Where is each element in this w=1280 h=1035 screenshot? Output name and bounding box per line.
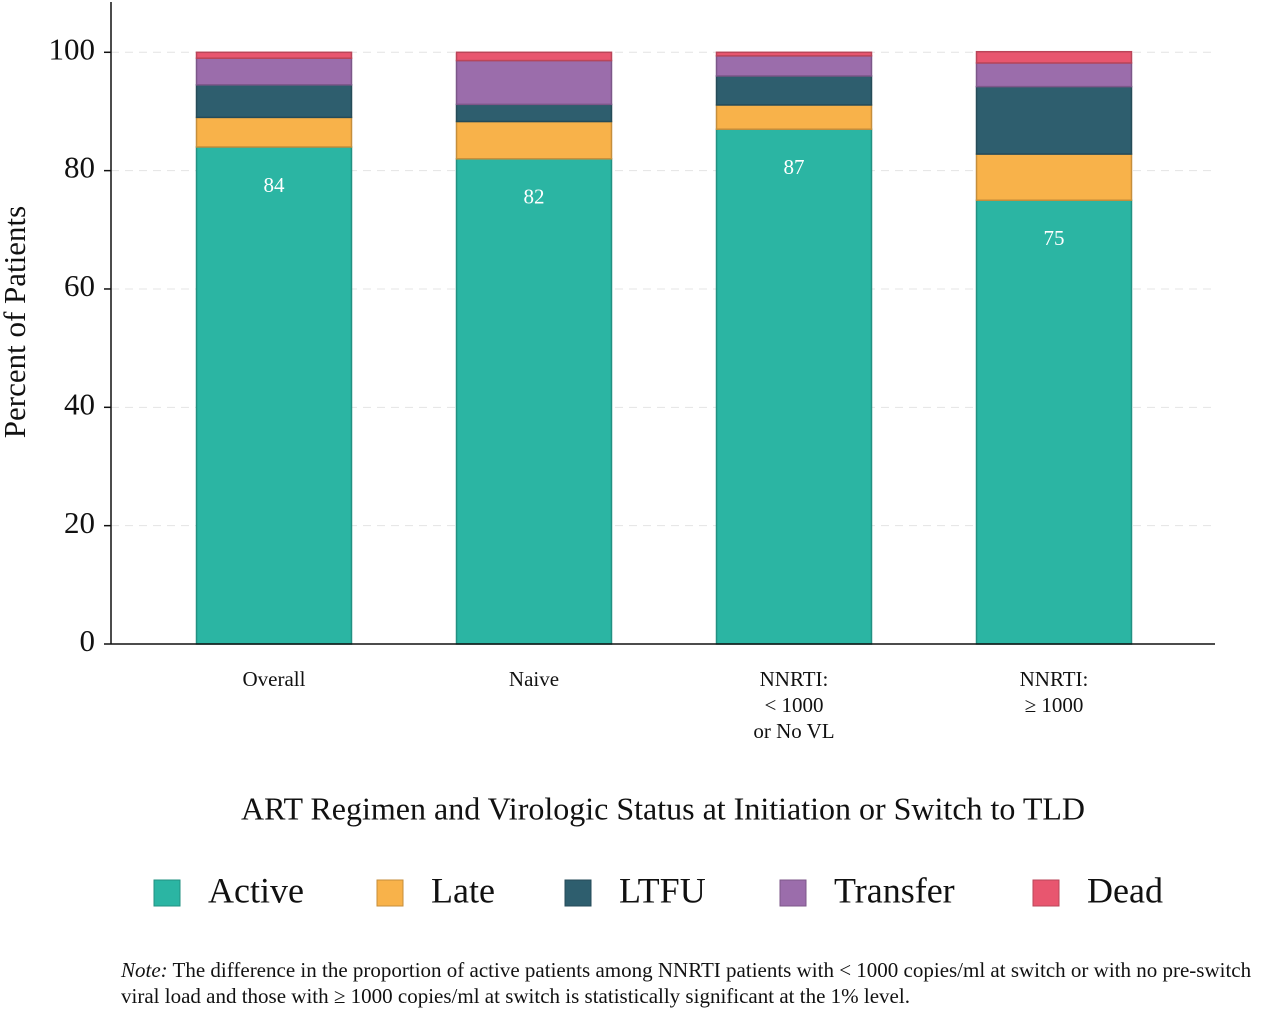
legend-label: Dead bbox=[1087, 870, 1163, 910]
y-tick-label: 20 bbox=[64, 505, 95, 540]
bar-segment bbox=[455, 103, 613, 123]
y-tick-label: 0 bbox=[80, 623, 96, 658]
bar-segment bbox=[455, 158, 613, 645]
legend-swatch bbox=[376, 879, 404, 907]
x-tick-label: Naive bbox=[508, 667, 560, 691]
bar-segment bbox=[975, 62, 1133, 88]
legend-swatch bbox=[564, 879, 592, 907]
bar-segment bbox=[195, 57, 353, 86]
note: Note: The difference in the proportion o… bbox=[121, 957, 1280, 1009]
x-tick-label: NNRTI: < 1000 or No VL bbox=[753, 667, 835, 743]
bar-segment bbox=[715, 51, 873, 57]
data-label: 82 bbox=[524, 185, 545, 209]
data-label: 87 bbox=[784, 155, 805, 179]
y-axis-title: Percent of Patients bbox=[0, 206, 32, 438]
legend-label: Active bbox=[208, 870, 304, 910]
bar-segment bbox=[195, 51, 353, 59]
legend-swatch bbox=[1032, 879, 1060, 907]
bar-segment bbox=[195, 146, 353, 645]
bar-segment bbox=[455, 59, 613, 106]
data-label: 75 bbox=[1044, 226, 1065, 250]
note-text: The difference in the proportion of acti… bbox=[121, 958, 1252, 1008]
x-tick-label: NNRTI: ≥ 1000 bbox=[1019, 667, 1089, 717]
legend-swatch bbox=[779, 879, 807, 907]
bar-segment bbox=[455, 51, 613, 62]
bar-segment bbox=[195, 84, 353, 119]
x-tick-label: Overall bbox=[242, 667, 306, 691]
legend-label: Late bbox=[431, 870, 495, 910]
y-tick-label: 40 bbox=[64, 386, 95, 421]
bar-segment bbox=[975, 199, 1133, 645]
y-tick-label: 60 bbox=[64, 268, 95, 303]
note-label: Note: bbox=[121, 958, 168, 982]
x-axis-title: ART Regimen and Virologic Status at Init… bbox=[241, 790, 1085, 826]
legend-label: LTFU bbox=[619, 870, 706, 910]
bar-segment bbox=[195, 116, 353, 148]
legend-swatch bbox=[153, 879, 181, 907]
data-label: 84 bbox=[264, 173, 286, 197]
bar-segment bbox=[715, 75, 873, 106]
bar-segment bbox=[715, 104, 873, 130]
bar-segment bbox=[975, 153, 1133, 201]
legend-label: Transfer bbox=[834, 870, 955, 910]
bar-segment bbox=[715, 55, 873, 77]
bar-segment bbox=[975, 50, 1133, 64]
bar-segment bbox=[455, 120, 613, 160]
y-tick-label: 100 bbox=[49, 31, 96, 66]
y-tick-label: 80 bbox=[64, 150, 95, 185]
bar-segment bbox=[975, 85, 1133, 155]
bar-segment bbox=[715, 128, 873, 645]
